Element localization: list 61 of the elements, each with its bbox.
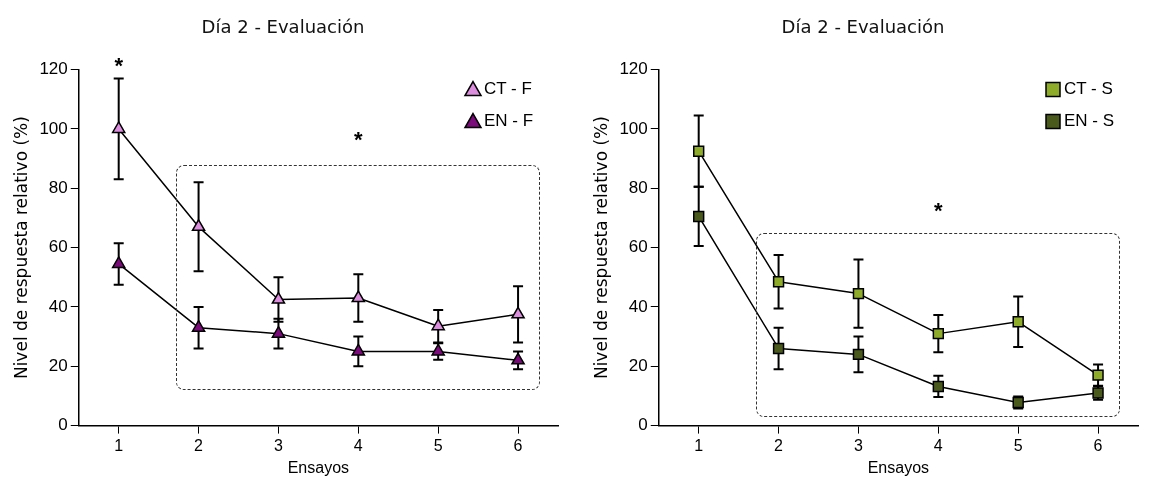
x-tick-label: 5	[1013, 436, 1023, 454]
x-axis-title: Ensayos	[867, 458, 930, 476]
legend-label: EN - F	[484, 111, 534, 131]
x-tick-label: 6	[513, 436, 523, 454]
y-tick-label: 100	[39, 118, 68, 138]
point	[271, 325, 286, 338]
y-tick-label: 120	[39, 59, 68, 79]
point	[693, 210, 705, 223]
annotation: *	[354, 126, 364, 152]
legend-label: CT - S	[1064, 79, 1113, 99]
point	[431, 343, 445, 356]
y-tick-label: 0	[58, 415, 68, 435]
x-tick-label: 3	[273, 436, 283, 454]
y-tick-label: 0	[638, 415, 648, 435]
x-tick-label: 1	[114, 436, 124, 454]
x-tick-label: 1	[694, 436, 704, 454]
legend-label: EN - S	[1064, 111, 1115, 131]
point	[511, 306, 525, 319]
y-tick-label: 20	[48, 355, 68, 375]
y-tick-label: 120	[619, 59, 648, 79]
legend-label: CT - F	[484, 79, 532, 99]
x-tick-label: 4	[933, 436, 943, 454]
y-tick-label: 60	[628, 237, 648, 257]
point	[191, 319, 206, 332]
y-tick-label: 60	[48, 237, 68, 257]
point	[111, 121, 126, 134]
point	[111, 256, 126, 269]
y-axis-title: Nivel de respuesta relativo (%)	[10, 116, 31, 380]
x-tick-label: 5	[433, 436, 443, 454]
x-axis-title: Ensayos	[287, 458, 350, 476]
point	[191, 219, 206, 232]
point	[1092, 369, 1104, 381]
chart-title: Día 2 - Evaluación	[781, 16, 945, 38]
y-tick-label: 80	[48, 177, 68, 197]
point	[1012, 316, 1024, 328]
point	[852, 348, 865, 361]
x-tick-label: 2	[774, 436, 784, 454]
x-tick-label: 3	[853, 436, 863, 454]
x-tick-label: 4	[353, 436, 363, 454]
x-tick-label: 6	[1093, 436, 1103, 454]
y-tick-label: 80	[628, 177, 648, 197]
y-tick-label: 20	[628, 355, 648, 375]
point	[431, 318, 445, 331]
point	[772, 276, 785, 288]
chart-title: Día 2 - Evaluación	[201, 16, 365, 38]
point	[852, 287, 865, 300]
point	[693, 145, 705, 157]
y-axis-title: Nivel de respuesta relativo (%)	[590, 116, 611, 380]
point	[932, 327, 945, 340]
y-tick-label: 100	[619, 118, 648, 138]
point	[511, 352, 525, 365]
annotation: *	[114, 52, 124, 78]
point	[271, 291, 286, 304]
point	[772, 342, 785, 355]
point	[351, 343, 366, 356]
y-tick-label: 40	[628, 296, 648, 316]
point	[932, 380, 945, 393]
x-tick-label: 2	[194, 436, 204, 454]
annotation: *	[934, 198, 944, 224]
point	[351, 290, 366, 303]
y-tick-label: 40	[48, 296, 68, 316]
